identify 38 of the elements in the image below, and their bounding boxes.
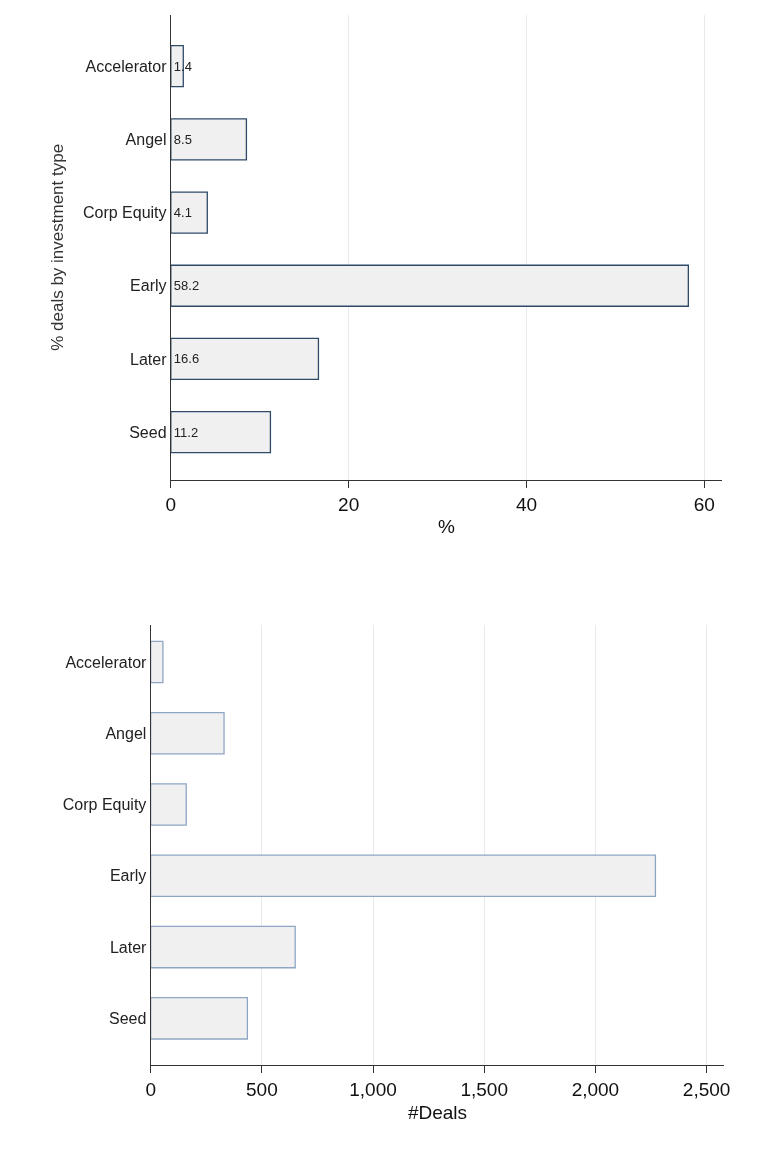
data-label: 4.1 bbox=[173, 205, 192, 221]
bar bbox=[170, 118, 248, 161]
y-tick-label: Corp Equity bbox=[82, 204, 167, 222]
y-tick-label: Accelerator bbox=[65, 653, 148, 671]
y-tick-label: Accelerator bbox=[85, 57, 168, 75]
y-axis-title: % deals by investment type bbox=[48, 143, 68, 351]
bar bbox=[150, 640, 164, 684]
bar bbox=[170, 410, 272, 454]
y-tick-label: Seed bbox=[129, 423, 167, 441]
data-label: 11.2 bbox=[173, 424, 199, 440]
y-tick-label: Corp Equity bbox=[62, 796, 147, 814]
x-tick-label: 2,500 bbox=[682, 1079, 731, 1101]
x-tick-label: 60 bbox=[693, 493, 715, 515]
x-tick-label: 0 bbox=[145, 1079, 156, 1101]
y-tick-label: Seed bbox=[108, 1009, 147, 1027]
y-tick-label: Early bbox=[130, 277, 167, 295]
x-tick-label: 0 bbox=[165, 493, 177, 515]
data-label: 8.5 bbox=[173, 131, 192, 147]
x-tick-label: 1,000 bbox=[349, 1079, 397, 1101]
y-tick-label: Early bbox=[109, 867, 147, 885]
x-tick-label: 1,500 bbox=[460, 1079, 508, 1101]
x-tick-label: 500 bbox=[245, 1079, 278, 1101]
y-tick-label: Angel bbox=[105, 724, 147, 742]
bar bbox=[170, 191, 208, 234]
data-label: 58.2 bbox=[173, 278, 200, 294]
bar bbox=[170, 337, 320, 381]
x-tick-label: 20 bbox=[338, 493, 360, 515]
x-tick-label: 2,000 bbox=[571, 1079, 620, 1101]
bar bbox=[150, 783, 187, 826]
bar bbox=[150, 711, 225, 755]
x-axis-title: #Deals bbox=[407, 1102, 468, 1124]
bar bbox=[150, 997, 249, 1040]
x-axis-title: % bbox=[438, 516, 456, 538]
data-label: 16.6 bbox=[173, 351, 200, 367]
x-tick-label: 40 bbox=[515, 493, 538, 515]
y-tick-label: Later bbox=[130, 350, 168, 368]
y-tick-label: Angel bbox=[125, 130, 167, 148]
y-tick-label: Later bbox=[109, 938, 148, 956]
